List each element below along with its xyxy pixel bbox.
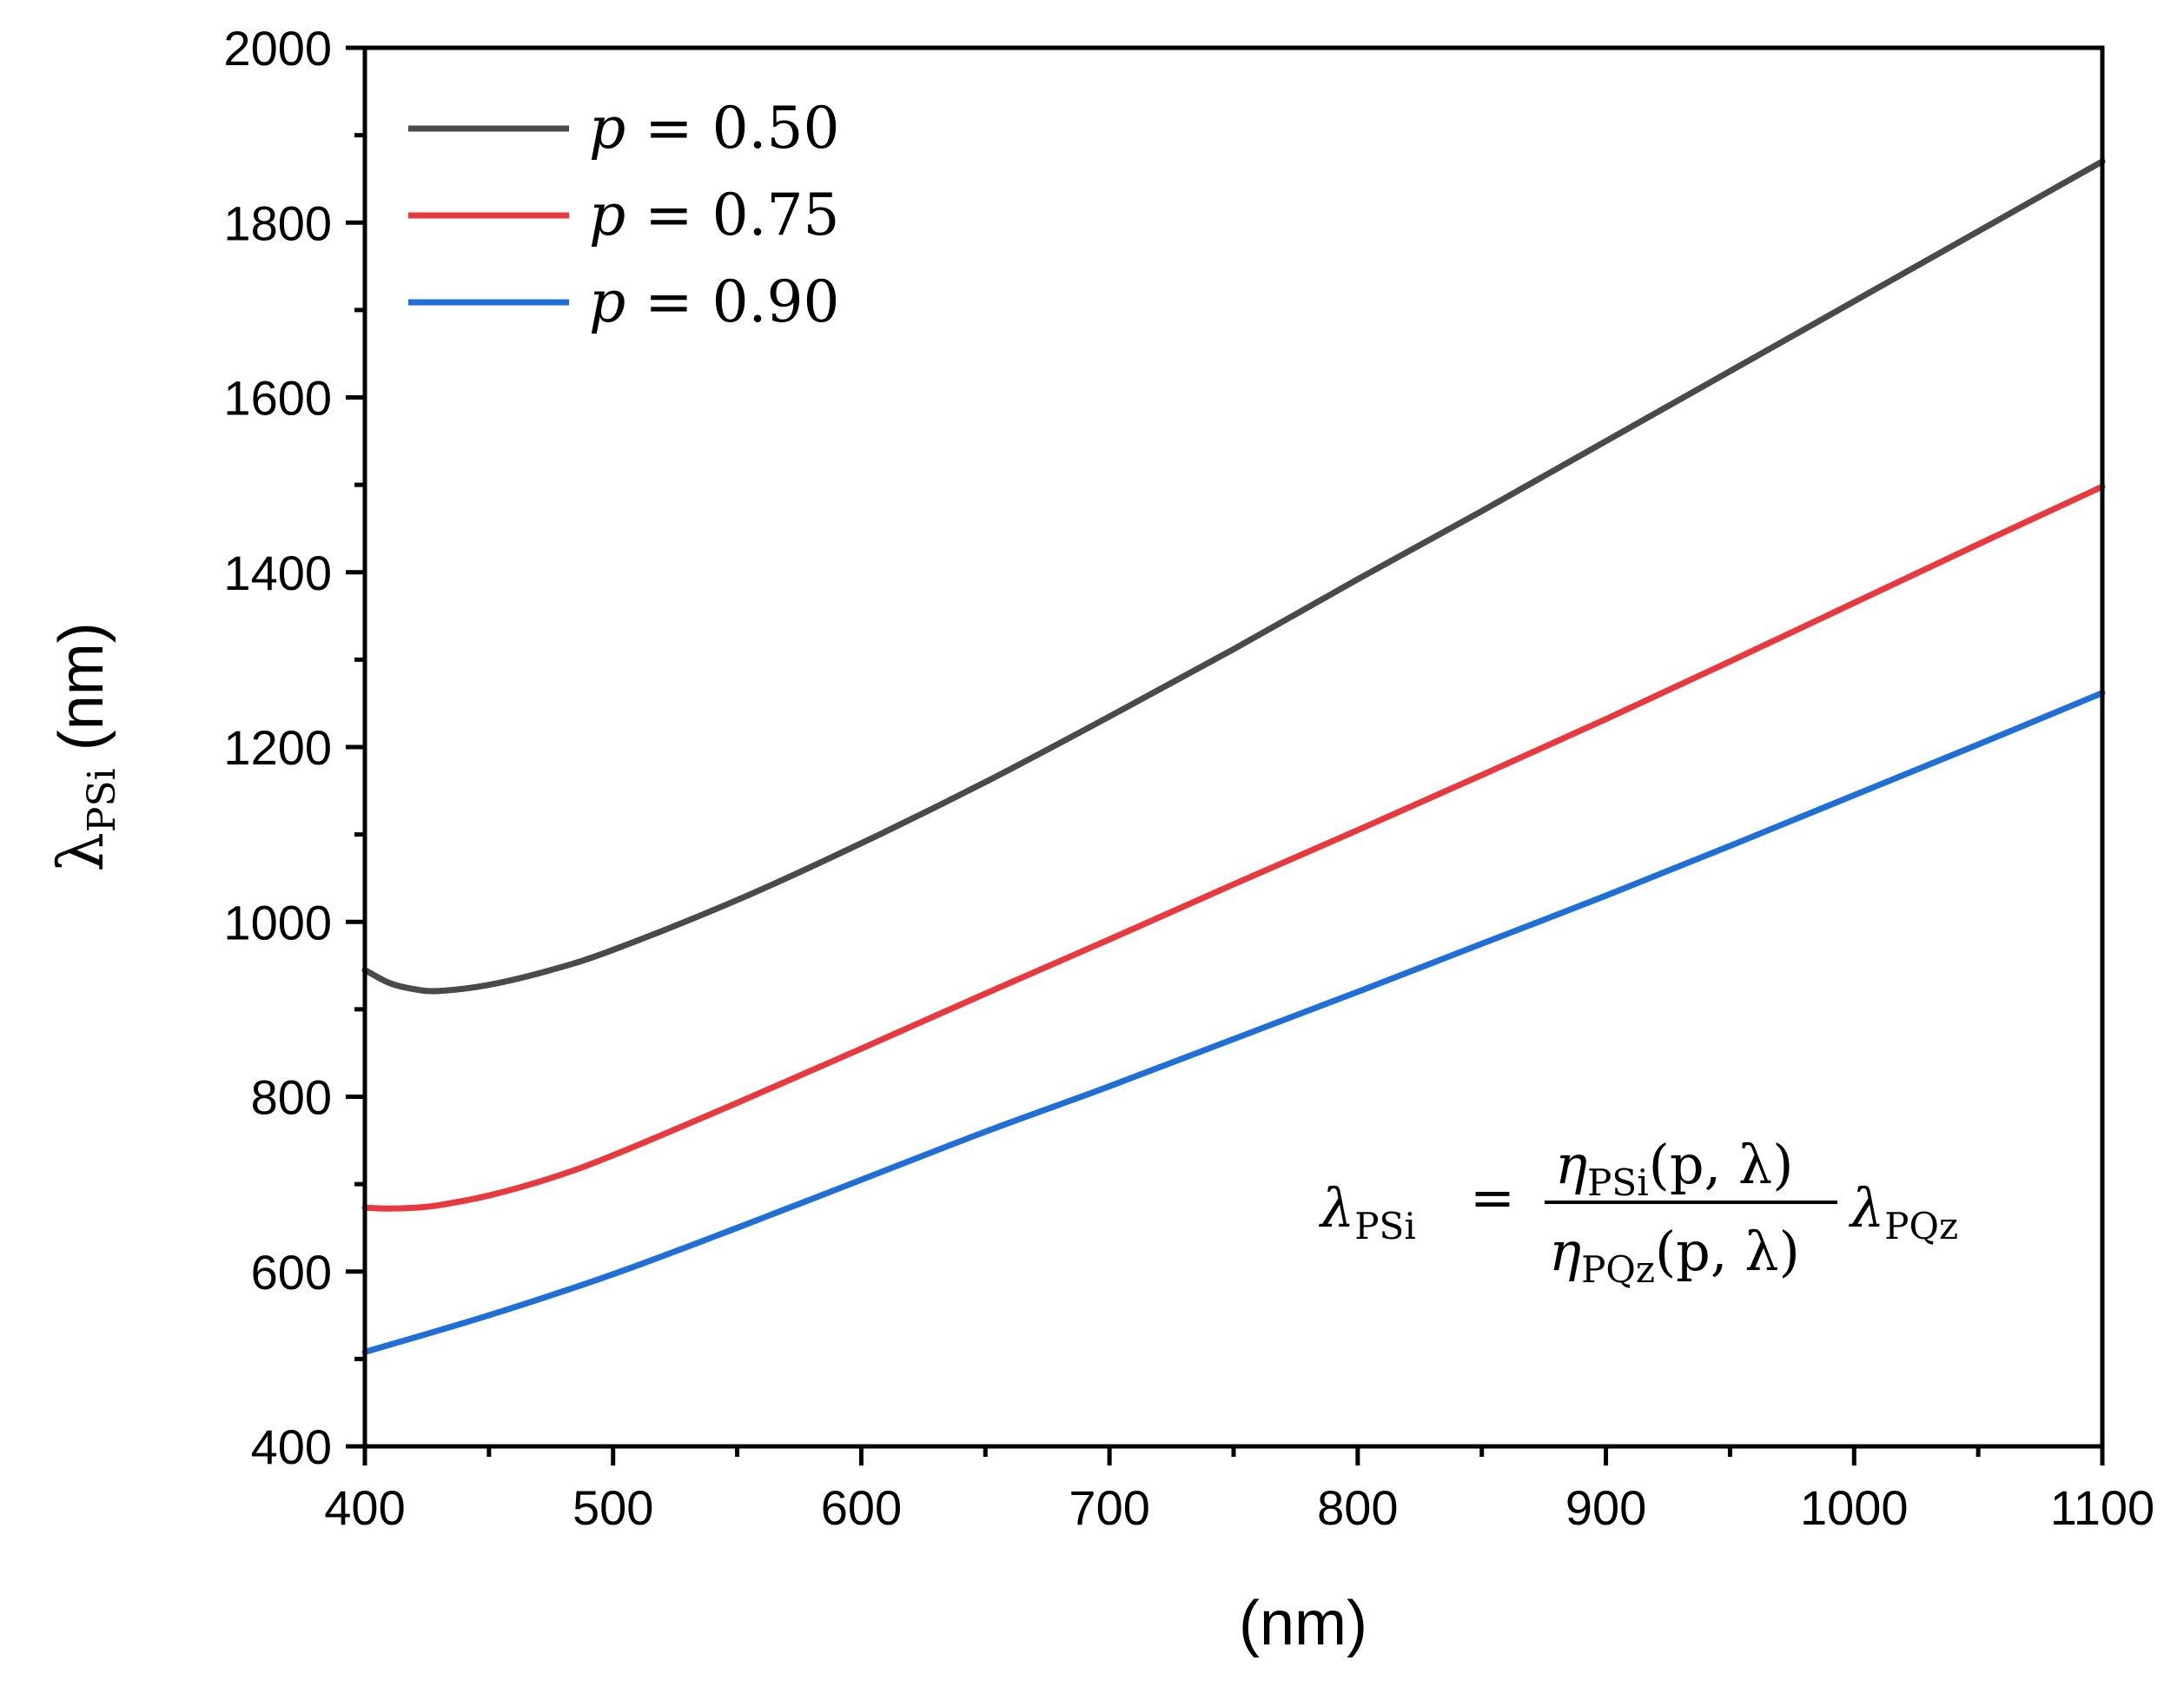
legend-item-3: p = 0.90 <box>408 268 840 335</box>
legend-var: p <box>589 268 625 335</box>
series-line-1 <box>361 158 2106 995</box>
legend-label: p = 0.50 <box>589 95 840 162</box>
y-axis-lambda: λ <box>44 832 117 872</box>
x-tick-label: 900 <box>1565 1480 1646 1535</box>
y-tick-label: 1800 <box>223 195 332 250</box>
y-tick-label: 600 <box>251 1245 332 1300</box>
x-tick-label: 500 <box>572 1480 653 1535</box>
y-axis-subscript: PSi <box>80 768 124 832</box>
svg-text:λPSi: λPSi <box>1318 1176 1416 1247</box>
x-tick-label: 700 <box>1069 1480 1149 1535</box>
x-tick-label: 1000 <box>1800 1480 1909 1535</box>
formula-equals: = <box>1470 1166 1515 1229</box>
legend-var: p <box>589 95 625 162</box>
formula-den-sub: PQz <box>1581 1248 1655 1291</box>
legend-var: p <box>589 182 625 248</box>
x-tick-label: 1100 <box>2050 1480 2154 1535</box>
y-tick-label: 2000 <box>223 21 332 76</box>
plot-frame <box>362 45 2105 1449</box>
x-axis-title: (nm) <box>1239 1589 1367 1658</box>
formula-rhs-symbol: λ <box>1848 1176 1884 1240</box>
formula-annotation: λPSi = ηPSi(p, λ) ηPQz(p, λ) λPQz <box>1318 1133 1958 1291</box>
legend-item-2: p = 0.75 <box>408 182 840 248</box>
y-tick-label: 1400 <box>223 546 332 600</box>
legend-label: p = 0.90 <box>589 268 840 335</box>
y-tick-label: 1000 <box>223 895 332 949</box>
legend-label: p = 0.75 <box>589 182 840 248</box>
formula-num-args: (p, λ) <box>1649 1133 1794 1196</box>
legend-val: 0.75 <box>712 182 840 248</box>
y-axis-unit: (nm) <box>47 622 116 751</box>
series-line-2 <box>361 483 2106 1212</box>
y-tick-labels: 400 600 800 1000 1200 1400 1600 1800 2000 <box>223 21 332 1474</box>
y-tick-label: 800 <box>251 1070 332 1125</box>
series-group <box>361 158 2106 1355</box>
formula-num-sub: PSi <box>1587 1161 1648 1204</box>
legend-val: 0.50 <box>712 95 840 162</box>
legend-eq: = <box>645 95 692 162</box>
svg-text:λPQz: λPQz <box>1848 1176 1958 1247</box>
svg-text:λPSi (nm): λPSi (nm) <box>44 622 124 871</box>
series-line-3 <box>361 690 2106 1355</box>
formula-den-args: (p, λ) <box>1655 1220 1800 1283</box>
formula-lhs-sub: PSi <box>1354 1205 1415 1247</box>
formula-rhs-sub: PQz <box>1884 1205 1958 1247</box>
y-tick-label: 1200 <box>223 720 332 775</box>
x-tick-labels: 400 500 600 700 800 900 1000 1100 <box>324 1480 2154 1535</box>
y-tick-label: 1600 <box>223 371 332 426</box>
formula-lhs-symbol: λ <box>1318 1176 1354 1240</box>
x-tick-label: 800 <box>1317 1480 1398 1535</box>
legend-val: 0.90 <box>712 268 840 335</box>
legend: p = 0.50 p = 0.75 p = 0.90 <box>408 95 840 335</box>
x-tick-label: 600 <box>821 1480 902 1535</box>
y-axis-title: λPSi (nm) <box>44 622 124 871</box>
y-axis-space <box>47 751 116 768</box>
formula-num-symbol: η <box>1555 1133 1587 1196</box>
formula-den-symbol: η <box>1549 1220 1581 1283</box>
svg-text:ηPSi(p, λ): ηPSi(p, λ) <box>1555 1133 1793 1204</box>
legend-item-1: p = 0.50 <box>408 95 840 162</box>
legend-eq: = <box>645 182 692 248</box>
legend-eq: = <box>645 268 692 335</box>
svg-text:ηPQz(p, λ): ηPQz(p, λ) <box>1549 1220 1800 1291</box>
axis-ticks <box>346 45 2105 1465</box>
y-tick-label: 400 <box>251 1419 332 1474</box>
x-tick-label: 400 <box>324 1480 405 1535</box>
